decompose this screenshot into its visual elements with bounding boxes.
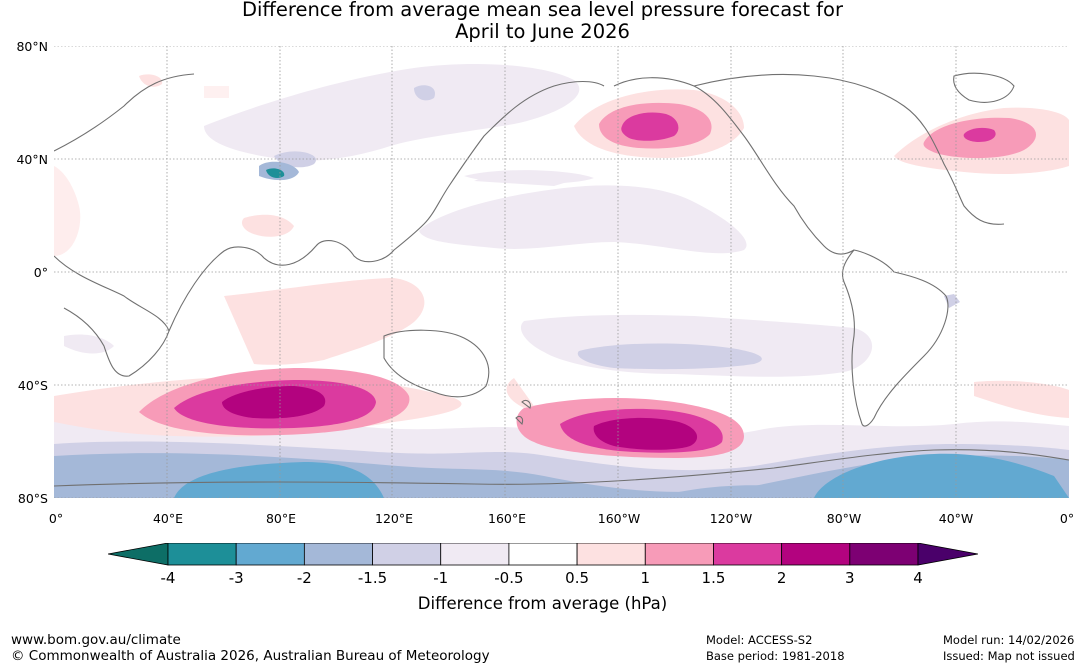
- colorbar-tick-label: 1.5: [701, 569, 726, 587]
- pressure-anomaly-map: [54, 46, 1069, 498]
- footer-model: Model: ACCESS-S2: [706, 633, 813, 647]
- colorbar-extend-high: [917, 543, 978, 566]
- lon-label-0-east: 0°: [1059, 511, 1075, 526]
- colorbar-label: Difference from average (hPa): [417, 594, 668, 613]
- colorbar-tick-label: -3: [228, 569, 244, 587]
- colorbar-tick-label: 3: [845, 569, 855, 587]
- lon-label-80e: 80°E: [265, 511, 297, 526]
- lon-label-160e: 160°E: [487, 511, 527, 526]
- lon-label-80w: 80°W: [826, 511, 862, 526]
- south-pacific-high: [506, 378, 744, 458]
- colorbar-swatch: [235, 543, 305, 566]
- colorbar-tick-label: -1: [433, 569, 449, 587]
- graticule: [54, 46, 1069, 498]
- footer-website: www.bom.gov.au/climate: [11, 632, 181, 648]
- colorbar-swatch: [372, 543, 442, 566]
- colorbar-extend-low: [108, 543, 169, 566]
- chart-title-line-1: Difference from average mean sea level p…: [242, 0, 843, 21]
- colorbar-tick-label: -0.5: [494, 569, 524, 587]
- colorbar-swatch: [576, 543, 646, 566]
- lon-label-120w: 120°W: [709, 511, 753, 526]
- lon-label-40e: 40°E: [152, 511, 184, 526]
- colorbar-swatch: [508, 543, 578, 566]
- lon-label-160w: 160°W: [597, 511, 641, 526]
- footer-issued: Issued: Map not issued: [943, 649, 1075, 663]
- lat-label-40n: 40°N: [16, 152, 48, 167]
- colorbar-tick-label: -1.5: [357, 569, 388, 587]
- lat-label-40s: 40°S: [17, 378, 48, 393]
- colorbar: [108, 543, 978, 566]
- lon-label-0: 0°: [48, 511, 64, 526]
- colorbar-swatch: [440, 543, 510, 566]
- colorbar-tick-label: -4: [160, 569, 176, 587]
- lon-label-40w: 40°W: [938, 511, 974, 526]
- colorbar-swatch: [644, 543, 714, 566]
- lat-label-0: 0°: [33, 265, 48, 280]
- lon-label-120e: 120°E: [374, 511, 414, 526]
- indian-ocean-high: [54, 278, 462, 437]
- colorbar-tick-label: 2: [776, 569, 787, 587]
- southern-negative-band: [54, 415, 1069, 498]
- colorbar-swatch: [849, 543, 919, 566]
- colorbar-tick-label: 1: [640, 569, 651, 587]
- colorbar-swatch: [167, 543, 237, 566]
- colorbar-swatch: [781, 543, 851, 566]
- footer-model-run: Model run: 14/02/2026: [943, 633, 1075, 647]
- lat-label-80n: 80°N: [16, 39, 48, 54]
- colorbar-swatch: [713, 543, 783, 566]
- footer-copyright: © Commonwealth of Australia 2026, Austra…: [11, 648, 490, 664]
- colorbar-tick-label: 0.5: [565, 569, 590, 587]
- coastlines: [54, 72, 1069, 487]
- chart-title-line-2: April to June 2026: [455, 20, 630, 43]
- footer-base-period: Base period: 1981-2018: [706, 649, 845, 663]
- colorbar-swatch: [303, 543, 373, 566]
- colorbar-tick-label: -2: [296, 569, 312, 587]
- lat-label-80s: 80°S: [17, 491, 48, 506]
- northern-features: [64, 64, 1069, 418]
- colorbar-tick-label: 4: [913, 569, 923, 587]
